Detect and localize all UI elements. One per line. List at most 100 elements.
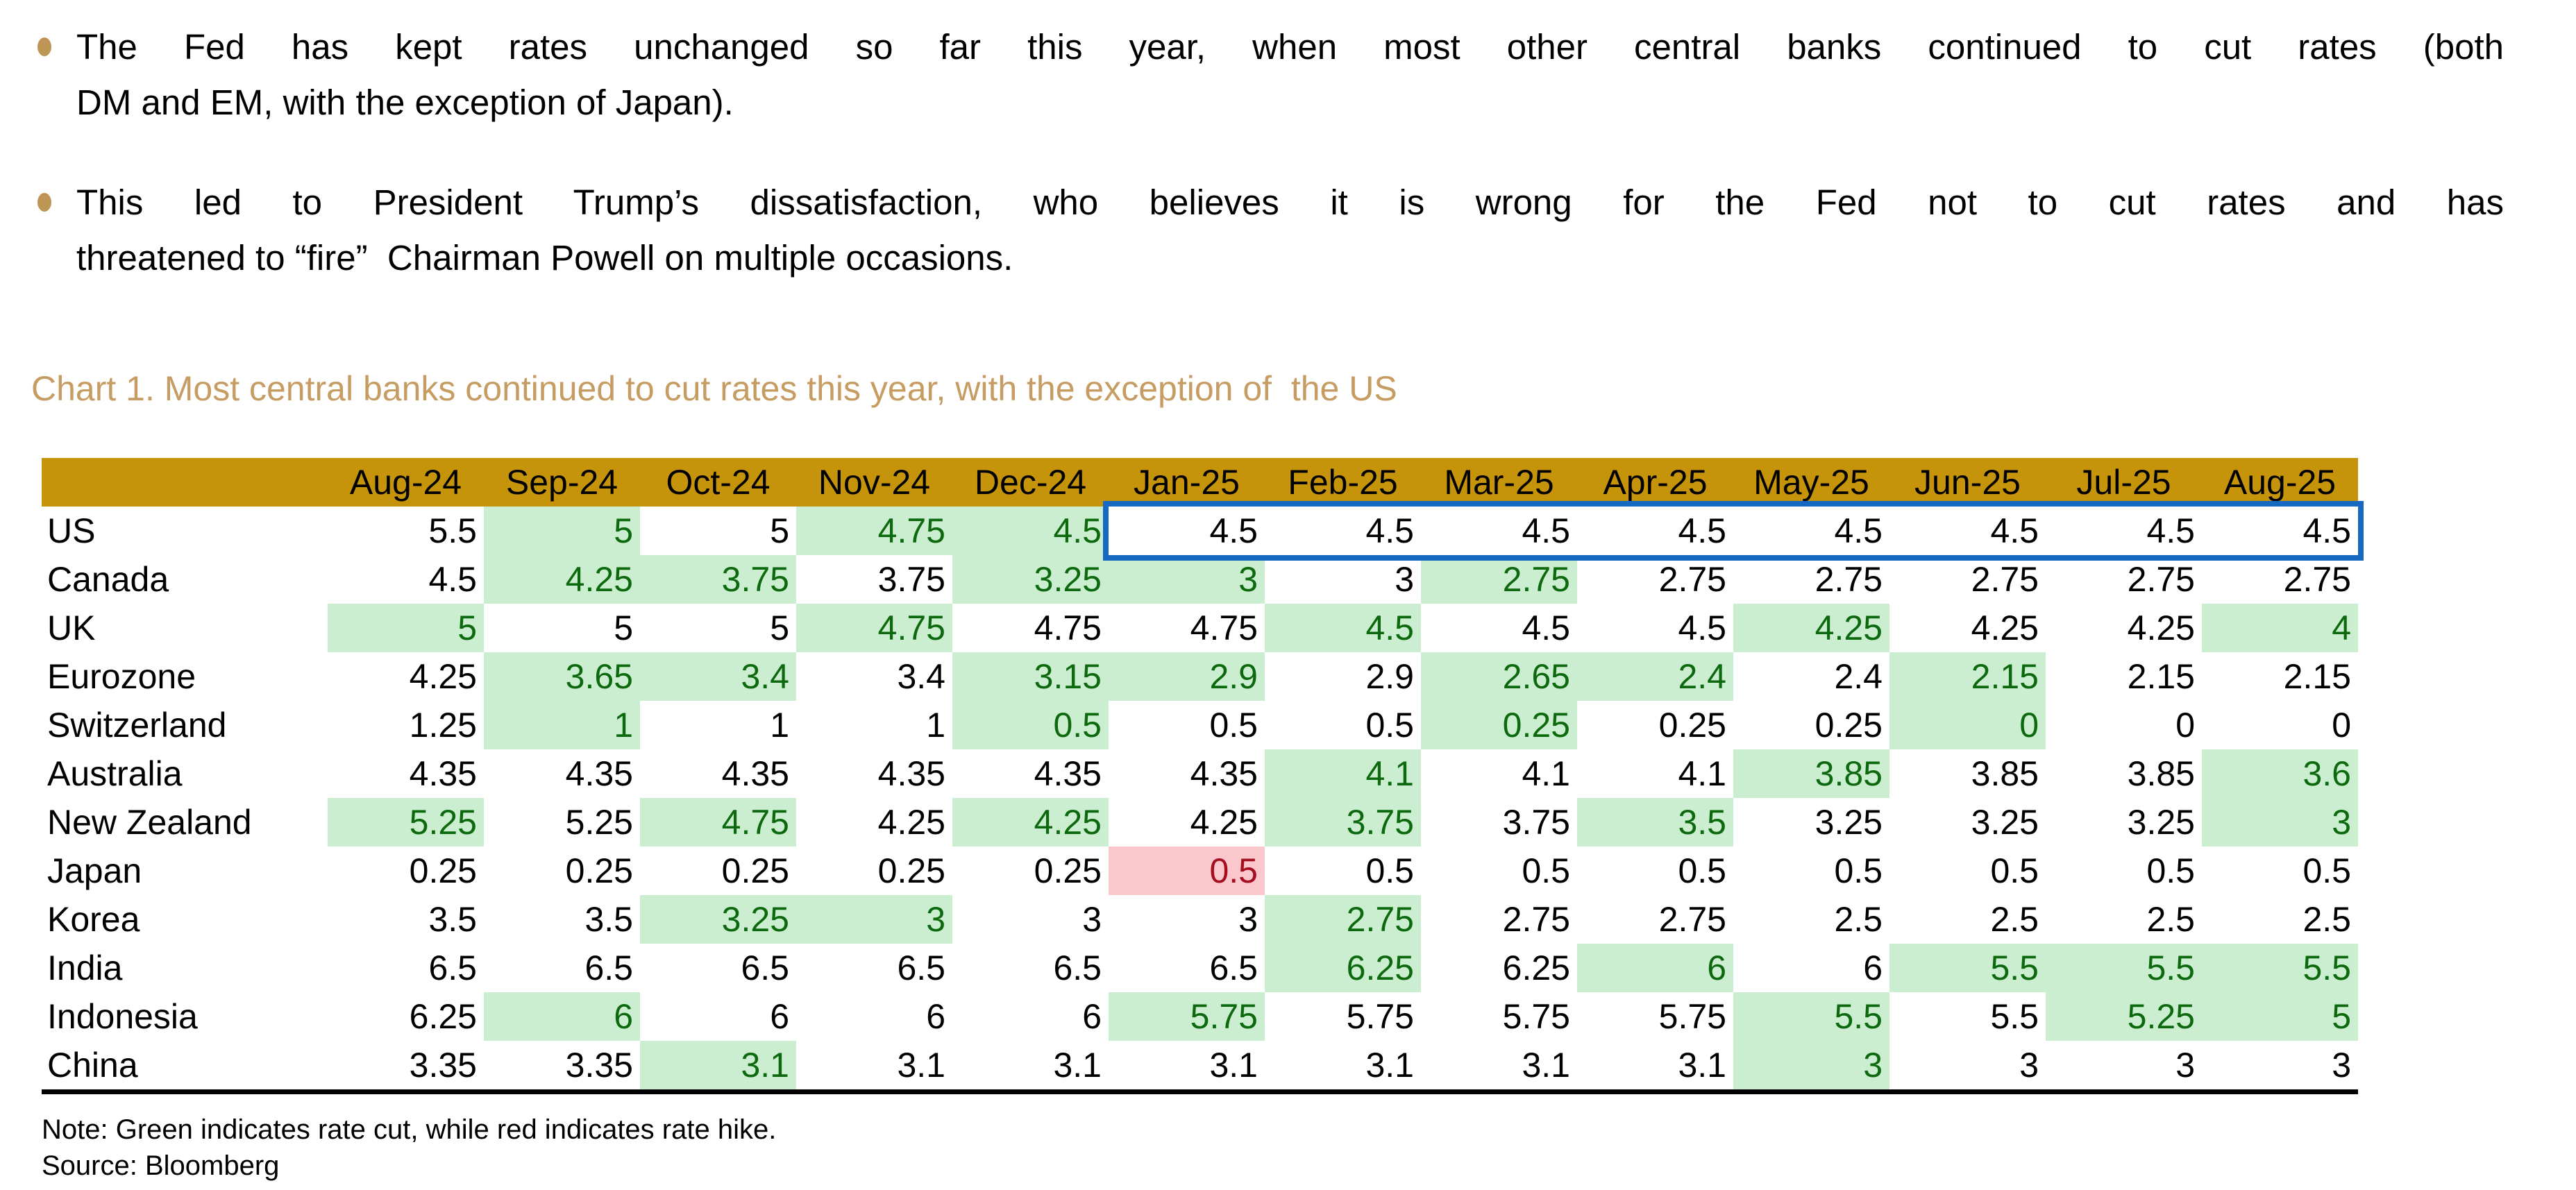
rate-cell: 6.5 — [1209, 949, 1258, 987]
rate-cell: 4.1 — [1522, 754, 1570, 793]
rate-cell: 4.25 — [1971, 609, 2039, 647]
rate-cell: 3 — [1395, 560, 1414, 599]
rate-cell: 2.4 — [1577, 652, 1733, 701]
rate-cell: 3.5 — [584, 900, 633, 939]
column-header: Dec-24 — [952, 458, 1109, 507]
rate-cell: 4 — [2202, 604, 2358, 652]
rate-cell: 3.85 — [1971, 754, 2039, 793]
rate-cell: 0.25 — [1034, 851, 1102, 890]
rate-cell: 4.35 — [409, 754, 477, 793]
rate-cell: 3.6 — [2202, 749, 2358, 798]
rate-cell: 4.25 — [877, 803, 945, 842]
rate-cell: 0.25 — [1815, 706, 1883, 745]
rate-cell: 4.5 — [1678, 511, 1726, 550]
rate-cell: 3.1 — [640, 1041, 796, 1092]
rate-cell: 0.5 — [1678, 851, 1726, 890]
table-row: Canada 4.5 4.25 3.75 3.75 3.25 3 3 2.75 2.75 2.75 2… — [42, 555, 2358, 604]
rate-cell: 4.75 — [640, 798, 796, 847]
rate-cell: 3.4 — [640, 652, 796, 701]
rate-cell: 4.25 — [409, 657, 477, 696]
rate-cell: 4.75 — [796, 604, 952, 652]
rate-cell: 0.5 — [1209, 706, 1258, 745]
rate-cell: 6.5 — [741, 949, 789, 987]
rate-cell: 5.25 — [328, 798, 484, 847]
table-row: New Zealand 5.25 5.25 4.75 4.25 4.25 4.25 3.75 3… — [42, 798, 2358, 847]
rate-cell: 5.5 — [2046, 944, 2202, 992]
rate-cell: 0 — [2332, 706, 2351, 745]
rate-cell: 2.65 — [1421, 652, 1577, 701]
column-header: Mar-25 — [1421, 458, 1577, 507]
row-label: Australia — [47, 754, 183, 793]
rate-cell: 6 — [926, 997, 945, 1036]
bullet-item: This led to President Trump’s dissatisfa… — [0, 175, 2527, 286]
rate-cell: 4.35 — [721, 754, 789, 793]
table-row: UK 5 5 5 4.75 4.75 4.75 4.5 4.5 4.5 4.25 4.25 4.25 4 — [42, 604, 2358, 652]
rate-cell: 5 — [614, 609, 633, 647]
rate-cell: 0.25 — [877, 851, 945, 890]
rate-cell: 2.75 — [1502, 900, 1570, 939]
rate-cell: 4.75 — [1190, 609, 1258, 647]
rate-cell: 6 — [1082, 997, 1102, 1036]
rate-cell: 6 — [770, 997, 789, 1036]
rate-cell: 2.5 — [2303, 900, 2351, 939]
rate-cell: 3.1 — [1365, 1046, 1414, 1085]
rate-cell: 0.5 — [1109, 847, 1265, 895]
rate-cell: 3.85 — [2127, 754, 2195, 793]
rate-cell: 6.5 — [428, 949, 477, 987]
rate-cell: 3 — [1733, 1041, 1889, 1092]
rate-cell: 5.5 — [1889, 944, 2046, 992]
rate-cell: 4.25 — [484, 555, 640, 604]
rate-cell: 3.25 — [1815, 803, 1883, 842]
rate-cell: 5.75 — [1346, 997, 1414, 1036]
rate-cell: 0.5 — [1522, 851, 1570, 890]
rate-cell: 3.4 — [897, 657, 945, 696]
rate-cell: 4.5 — [1209, 511, 1258, 550]
column-header: Aug-24 — [328, 458, 484, 507]
rate-cell: 3 — [1082, 900, 1102, 939]
rate-cell: 4.5 — [1990, 511, 2039, 550]
rate-cell: 3.5 — [428, 900, 477, 939]
rate-cell: 6.25 — [409, 997, 477, 1036]
rate-cell: 2.75 — [2283, 560, 2351, 599]
rate-cell: 5.5 — [2202, 944, 2358, 992]
row-label: Switzerland — [47, 706, 227, 745]
bullet-line: The Fed has kept rates unchanged so far … — [76, 27, 2504, 67]
rate-cell: 5 — [328, 604, 484, 652]
rate-cell: 4.35 — [565, 754, 633, 793]
rate-cell: 2.15 — [2283, 657, 2351, 696]
rate-cell: 4.5 — [1678, 609, 1726, 647]
rate-cell: 0.5 — [1365, 706, 1414, 745]
rate-cell: 5.5 — [1733, 992, 1889, 1041]
rate-cell: 4.5 — [952, 507, 1109, 555]
rate-cell: 4.5 — [2146, 511, 2195, 550]
rate-cell: 3.25 — [1971, 803, 2039, 842]
table-row: Australia 4.35 4.35 4.35 4.35 4.35 4.35 4.1 4.1 4… — [42, 749, 2358, 798]
rate-cell: 2.75 — [1658, 560, 1726, 599]
rate-cell: 3 — [2019, 1046, 2039, 1085]
rate-cell: 0.5 — [2303, 851, 2351, 890]
table-header-row: Aug-24 Sep-24 Oct-24 Nov-24 Dec-24 Jan-25 Feb-… — [42, 458, 2358, 507]
rate-cell: 0.25 — [1658, 706, 1726, 745]
bullet-text: This led to President Trump’s dissatisfa… — [76, 175, 2504, 286]
rate-cell: 2.75 — [1815, 560, 1883, 599]
row-label: US — [47, 511, 96, 550]
rate-cell: 4.1 — [1678, 754, 1726, 793]
rate-cell: 5.5 — [428, 511, 477, 550]
rate-cell: 4.35 — [1034, 754, 1102, 793]
rate-cell: 0.25 — [565, 851, 633, 890]
rate-cell: 4.5 — [1265, 604, 1421, 652]
rate-cell: 4.5 — [428, 560, 477, 599]
rate-cell: 3.85 — [1733, 749, 1889, 798]
rate-cell: 3.1 — [1053, 1046, 1102, 1085]
table-row: Korea 3.5 3.5 3.25 3 3 3 2.75 2.75 2.75 2.5 2.5 2.5 2… — [42, 895, 2358, 944]
rate-cell: 5.75 — [1109, 992, 1265, 1041]
rate-cell: 3.1 — [1522, 1046, 1570, 1085]
rate-cell: 3.75 — [640, 555, 796, 604]
bullet-icon — [37, 37, 51, 56]
column-header: Feb-25 — [1265, 458, 1421, 507]
rate-cell: 4.5 — [2303, 511, 2351, 550]
rate-cell: 6 — [1577, 944, 1733, 992]
rate-cell: 0.5 — [1834, 851, 1883, 890]
rate-cell: 3 — [2175, 1046, 2195, 1085]
rate-cell: 5.75 — [1502, 997, 1570, 1036]
